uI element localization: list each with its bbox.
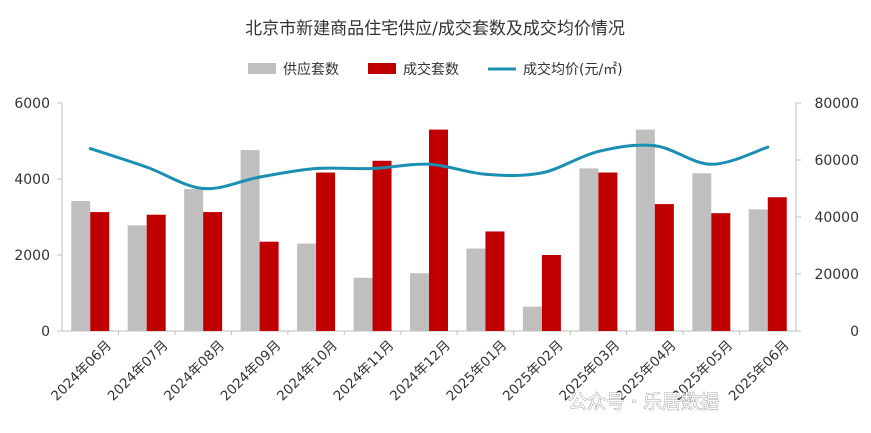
legend-swatch-supply [248, 63, 276, 74]
bar-supply [579, 168, 599, 331]
bar-supply [297, 243, 317, 331]
bar-deals [372, 160, 392, 331]
bar-deals [767, 197, 787, 331]
y-left-tick-label: 4000 [14, 172, 50, 188]
line-price-point [88, 147, 92, 151]
bar-supply [635, 129, 655, 331]
bar-deals [654, 204, 674, 331]
y-left-tick-label: 2000 [14, 248, 50, 264]
x-tick-label: 2025年06月 [726, 338, 793, 405]
line-price-point [540, 171, 544, 175]
line-price-point [766, 145, 770, 149]
watermark: 公众号 · 乐居数据 [568, 391, 719, 413]
line-price-point [709, 162, 713, 166]
price-line [88, 143, 770, 191]
chart-title: 北京市新建商品住宅供应/成交套数及成交均价情况 [245, 19, 625, 39]
line-price-point [201, 187, 205, 190]
bar-deals [259, 241, 279, 331]
y-right-tick-label: 60000 [814, 153, 859, 169]
bar-deals [316, 172, 336, 331]
line-price-point [145, 165, 149, 169]
y-right-tick-label: 40000 [814, 210, 859, 226]
legend-label-deals: 成交套数 [403, 61, 459, 78]
bar-deals [429, 129, 448, 331]
line-price-point [427, 162, 431, 166]
bar-supply [466, 248, 486, 331]
bar-supply [240, 150, 260, 331]
legend: 供应套数 成交套数 成交均价(元/㎡) [248, 61, 623, 78]
y-left-tick-label: 6000 [14, 96, 50, 112]
y-left-tick-label: 0 [41, 324, 50, 340]
bar-supply [522, 306, 542, 331]
y-right-tick-label: 0 [850, 324, 859, 340]
bar-supply [353, 277, 373, 331]
bar-supply [410, 273, 429, 331]
line-price-point [483, 172, 487, 176]
bar-supply [748, 209, 768, 331]
bars [71, 129, 787, 331]
bar-deals [203, 212, 223, 331]
line-price-point [314, 167, 318, 171]
y-right-tick-label: 80000 [814, 96, 859, 112]
legend-swatch-deals [368, 63, 396, 74]
line-price-point [596, 149, 600, 153]
bar-supply [71, 201, 91, 331]
line-price-point [371, 167, 375, 171]
legend-label-supply: 供应套数 [283, 61, 339, 78]
legend-label-price: 成交均价(元/㎡) [523, 61, 623, 78]
line-price-point [258, 175, 262, 179]
bar-supply [127, 225, 147, 331]
bar-deals [598, 172, 618, 331]
bar-deals [146, 214, 166, 331]
bar-deals [90, 212, 110, 331]
line-price-point [653, 144, 657, 148]
bar-deals [711, 213, 731, 331]
y-right-tick-label: 20000 [814, 267, 859, 283]
bar-deals [541, 255, 561, 331]
bar-deals [485, 231, 505, 331]
bar-supply [692, 173, 712, 331]
bar-supply [184, 188, 204, 331]
